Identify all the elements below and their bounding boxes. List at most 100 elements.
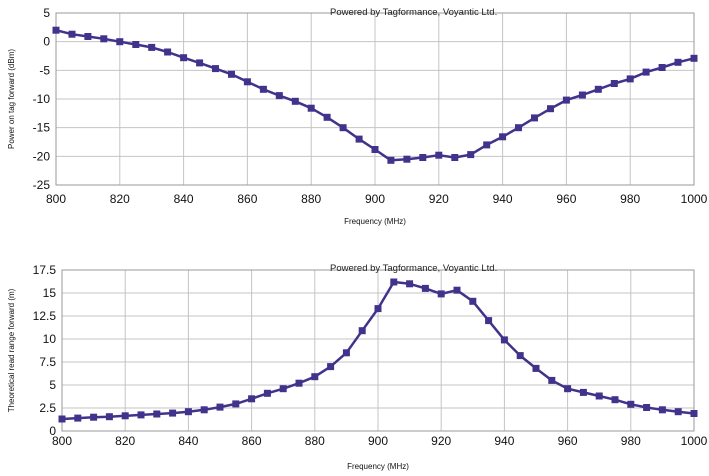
data-point [68, 30, 76, 38]
x-tick-label: 960 [556, 192, 576, 206]
data-point [453, 286, 461, 294]
data-point [52, 26, 60, 34]
data-point [643, 404, 651, 411]
data-point [421, 284, 429, 292]
x-tick-label: 940 [493, 192, 513, 206]
data-point [74, 414, 82, 422]
data-point [263, 389, 271, 397]
x-tick-label: 920 [431, 434, 451, 448]
data-point [116, 38, 124, 46]
x-tick-label: 940 [494, 434, 514, 448]
data-point [212, 65, 219, 73]
data-point [451, 154, 459, 161]
data-point [216, 403, 224, 411]
y-tick-label: 0 [49, 424, 56, 438]
data-point [548, 376, 556, 384]
data-point [164, 48, 172, 56]
x-tick-label: 1000 [681, 192, 708, 206]
data-point [307, 104, 315, 112]
data-point [259, 85, 267, 93]
y-axis-label: Theoretical read range forward (m) [7, 288, 16, 412]
y-tick-label: -25 [33, 178, 51, 192]
x-axis-label: Frequency (MHz) [344, 217, 406, 226]
x-tick-label: 840 [174, 192, 194, 206]
data-point [90, 413, 98, 421]
data-point [435, 151, 443, 159]
data-point [327, 363, 335, 371]
data-point [355, 135, 363, 143]
data-point [169, 409, 177, 417]
data-point [690, 410, 698, 417]
y-tick-label: 7.5 [39, 355, 56, 369]
x-tick-label: 820 [115, 434, 135, 448]
data-point [469, 297, 477, 305]
data-point [499, 133, 507, 141]
data-point [295, 379, 303, 387]
data-point [642, 68, 650, 76]
data-point [485, 317, 493, 325]
data-point [419, 154, 427, 161]
data-point [594, 85, 602, 93]
data-point [184, 408, 192, 416]
x-tick-label: 900 [365, 192, 385, 206]
data-point [610, 80, 618, 87]
data-point [84, 33, 92, 40]
data-point [483, 141, 491, 149]
y-tick-label: 2.5 [39, 401, 56, 415]
data-point [531, 114, 538, 122]
data-point [243, 78, 251, 86]
data-point [627, 400, 635, 408]
data-point [516, 352, 524, 360]
data-point [674, 58, 682, 66]
data-point [275, 92, 283, 100]
x-tick-label: 800 [46, 192, 66, 206]
x-tick-label: 840 [178, 434, 198, 448]
data-point [387, 156, 395, 164]
data-point [148, 43, 156, 51]
y-tick-label: 5 [43, 6, 50, 20]
data-point [121, 412, 129, 420]
data-point [658, 64, 666, 71]
data-point [674, 408, 682, 416]
x-tick-label: 920 [429, 192, 449, 206]
y-tick-label: -10 [33, 92, 51, 106]
data-point [532, 364, 540, 372]
x-tick-label: 860 [242, 434, 262, 448]
x-tick-label: 900 [368, 434, 388, 448]
data-point [500, 336, 508, 344]
data-point [196, 59, 204, 67]
data-point [358, 327, 366, 335]
data-point [232, 400, 240, 408]
data-point [403, 155, 411, 163]
plot-frame [61, 269, 695, 432]
data-point [515, 124, 522, 132]
data-point [371, 146, 379, 153]
x-tick-label: 860 [237, 192, 257, 206]
data-point [690, 54, 698, 62]
data-point [564, 385, 572, 393]
power-chart: 800 820 840 860 880 900 920 940 960 980 1000 5 0 -5 -1… [7, 6, 708, 226]
data-point [311, 373, 319, 381]
x-tick-label: 1000 [681, 434, 708, 448]
data-point [658, 406, 666, 414]
data-point [153, 410, 161, 418]
y-tick-label: 5 [49, 378, 56, 392]
data-point [132, 41, 140, 48]
data-point [374, 305, 382, 313]
data-point [105, 413, 113, 421]
data-point [390, 278, 398, 286]
data-point [200, 406, 208, 414]
data-point [279, 385, 287, 393]
x-tick-label: 980 [620, 192, 640, 206]
data-point [562, 96, 570, 104]
data-point [228, 70, 235, 78]
data-point [342, 349, 350, 357]
x-tick-label: 800 [52, 434, 72, 448]
x-tick-label: 980 [621, 434, 641, 448]
x-axis-label: Frequency (MHz) [347, 462, 409, 471]
plot-frame [55, 12, 695, 186]
y-tick-label: -5 [39, 63, 50, 77]
data-point [291, 97, 299, 105]
